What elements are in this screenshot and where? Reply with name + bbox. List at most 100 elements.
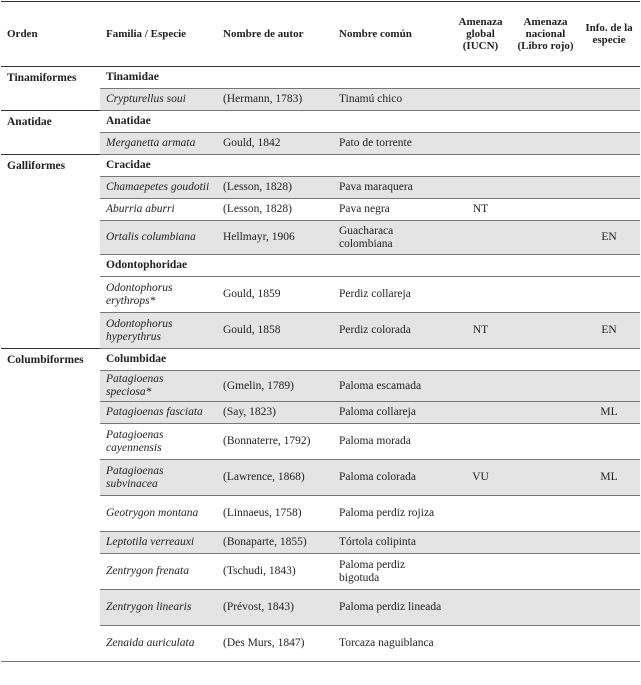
species-cell: Ortalis columbiana	[100, 220, 217, 255]
info-cell	[578, 88, 640, 111]
national-threat-cell	[513, 625, 578, 662]
national-threat-cell	[513, 553, 578, 590]
order-cell	[1, 554, 100, 590]
common-name-cell: Tinamú chico	[333, 88, 448, 111]
order-cell	[1, 89, 100, 111]
species-cell: Geotrygon montana	[100, 495, 217, 532]
national-threat-cell	[513, 132, 578, 155]
column-header: Familia / Especie	[100, 1, 217, 67]
global-threat-cell	[448, 423, 513, 460]
table-row: Zentrygon linearis (Prévost, 1843) Paloma …	[1, 589, 640, 626]
global-threat-cell	[448, 625, 513, 662]
national-threat-cell	[513, 589, 578, 626]
family-cell: Columbidae	[100, 348, 640, 371]
table-row: Zenaida auriculata (Des Murs, 1847) Torcaz…	[1, 625, 640, 662]
species-cell: Patagioenas fasciata	[100, 401, 217, 424]
common-name-cell: Paloma perdiz lineada	[333, 589, 448, 626]
author-cell: (Des Murs, 1847)	[217, 625, 333, 662]
national-threat-cell	[513, 531, 578, 554]
species-cell: Odontophorus hyperythrus	[100, 312, 217, 349]
national-threat-cell	[513, 312, 578, 349]
order-cell	[1, 625, 100, 662]
table-row: Aburria aburri (Lesson, 1828) Pava negra NT	[1, 198, 640, 221]
info-cell	[578, 625, 640, 662]
order-cell	[1, 277, 100, 313]
global-threat-cell	[448, 176, 513, 199]
species-table: Orden Familia / Especie Nombre de autor Nom…	[1, 1, 640, 662]
table-row: Odontophoridae	[1, 254, 640, 277]
table-row: Galliformes Cracidae	[1, 154, 640, 177]
table-row: Patagioenas subvinacea (Lawrence, 1868) Pa…	[1, 459, 640, 496]
family-cell: Cracidae	[100, 154, 640, 177]
species-cell: Odontophorus erythrops*	[100, 276, 217, 313]
author-cell: (Say, 1823)	[217, 401, 333, 424]
species-cell: Patagioenas speciosa*	[100, 370, 217, 402]
table-row: Patagioenas fasciata (Say, 1823) Paloma co…	[1, 401, 640, 424]
order-cell: Galliformes	[1, 154, 100, 177]
global-threat-cell	[448, 370, 513, 402]
family-cell: Odontophoridae	[100, 254, 640, 277]
order-cell: Columbiformes	[1, 348, 100, 371]
column-header: Amenaza global (IUCN)	[448, 1, 513, 67]
common-name-cell: Pava negra	[333, 198, 448, 221]
column-header: Info. de la especie	[578, 1, 640, 67]
global-threat-cell	[448, 553, 513, 590]
column-header: Nombre común	[333, 1, 448, 67]
species-cell: Merganetta armata	[100, 132, 217, 155]
order-cell	[1, 255, 100, 277]
family-cell: Tinamidae	[100, 66, 640, 89]
author-cell: Gould, 1859	[217, 276, 333, 313]
global-threat-cell: VU	[448, 459, 513, 496]
species-cell: Leptotila verreauxi	[100, 531, 217, 554]
common-name-cell: Paloma colorada	[333, 459, 448, 496]
national-threat-cell	[513, 220, 578, 255]
global-threat-cell	[448, 132, 513, 155]
global-threat-cell	[448, 531, 513, 554]
global-threat-cell	[448, 401, 513, 424]
author-cell: (Prévost, 1843)	[217, 589, 333, 626]
common-name-cell: Perdiz collareja	[333, 276, 448, 313]
table-row: Chamaepetes goudotii (Lesson, 1828) Pava m…	[1, 176, 640, 199]
info-cell	[578, 370, 640, 402]
national-threat-cell	[513, 276, 578, 313]
common-name-cell: Paloma perdiz rojiza	[333, 495, 448, 532]
table-row: Odontophorus hyperythrus Gould, 1858 Perdi…	[1, 312, 640, 349]
order-cell	[1, 199, 100, 221]
common-name-cell: Paloma perdiz bigotuda	[333, 553, 448, 590]
author-cell: (Hermann, 1783)	[217, 88, 333, 111]
global-threat-cell	[448, 276, 513, 313]
species-cell: Zentrygon frenata	[100, 553, 217, 590]
national-threat-cell	[513, 401, 578, 424]
order-cell	[1, 133, 100, 155]
header-row: Orden Familia / Especie Nombre de autor Nom…	[1, 1, 640, 67]
order-cell: Tinamiformes	[7, 72, 77, 84]
order-cell	[1, 402, 100, 424]
common-name-cell: Pava maraquera	[333, 176, 448, 199]
global-threat-cell: NT	[448, 198, 513, 221]
common-name-cell: Perdiz colorada	[333, 312, 448, 349]
table-row: Geotrygon montana (Linnaeus, 1758) Paloma …	[1, 495, 640, 532]
info-cell	[578, 589, 640, 626]
table-row: Odontophorus erythrops* Gould, 1859 Perdiz…	[1, 276, 640, 313]
table-row: Zentrygon frenata (Tschudi, 1843) Paloma p…	[1, 553, 640, 590]
table-row: Ortalis columbiana Hellmayr, 1906 Guachara…	[1, 220, 640, 255]
national-threat-cell	[513, 198, 578, 221]
table-row: Crypturellus soui (Hermann, 1783) Tinamú c…	[1, 88, 640, 111]
author-cell: (Linnaeus, 1758)	[217, 495, 333, 532]
info-cell	[578, 132, 640, 155]
info-cell: ML	[578, 459, 640, 496]
info-cell: ML	[578, 401, 640, 424]
column-header: Amenaza nacional (Libro rojo)	[513, 1, 578, 67]
info-cell	[578, 423, 640, 460]
common-name-cell: Guacharaca colombiana	[333, 220, 448, 255]
info-cell: EN	[578, 220, 640, 255]
global-threat-cell	[448, 495, 513, 532]
author-cell: Gould, 1842	[217, 132, 333, 155]
author-cell: (Bonnaterre, 1792)	[217, 423, 333, 460]
species-cell: Crypturellus soui	[100, 88, 217, 111]
national-threat-cell	[513, 459, 578, 496]
species-cell: Zentrygon linearis	[100, 589, 217, 626]
info-cell	[578, 198, 640, 221]
table-row: Tinamiformes Tinamidae	[1, 66, 640, 89]
